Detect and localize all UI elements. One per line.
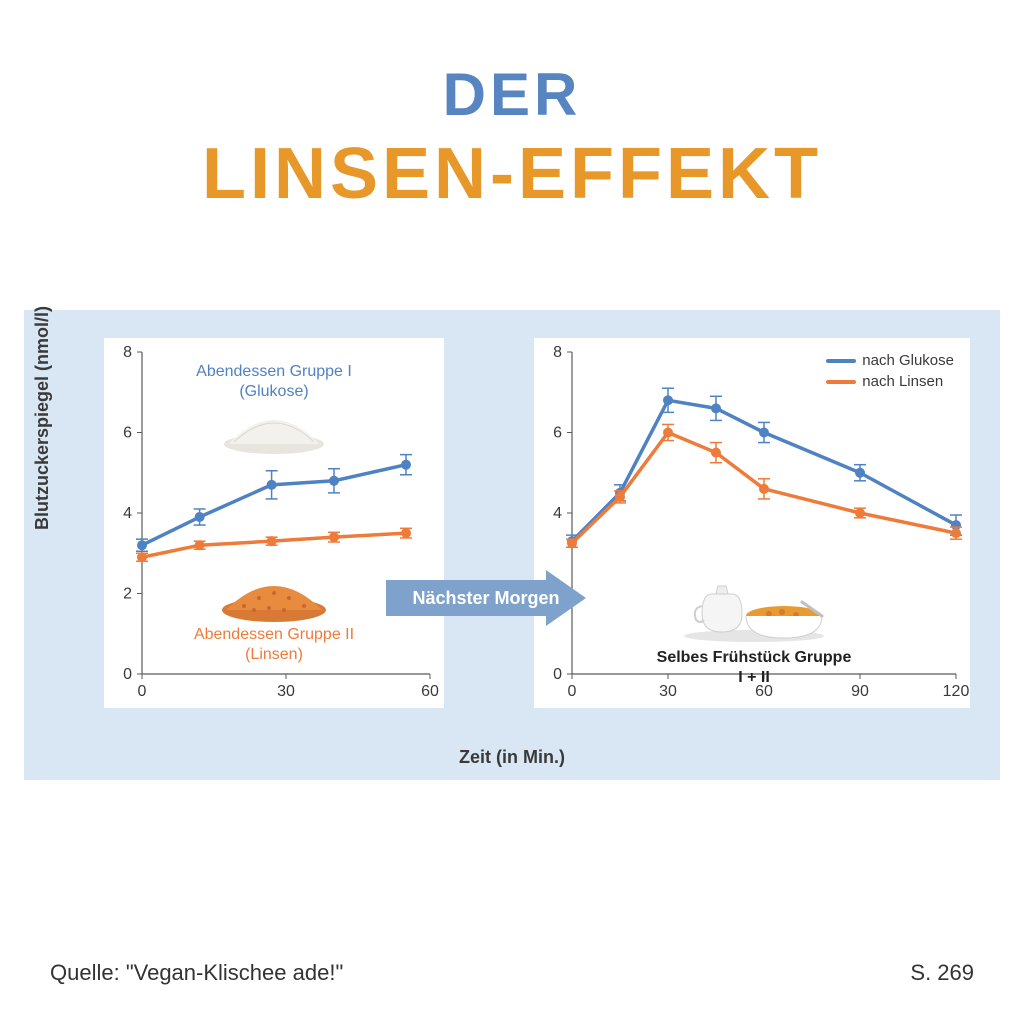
legend-glucose: nach Glukose [826,352,954,369]
title-block: DER LINSEN-EFFEKT [0,0,1024,215]
sugar-icon [214,404,334,454]
title-line1: DER [0,60,1024,129]
y-axis-label: Blutzuckerspiegel (nmol/l) [32,306,53,530]
svg-text:4: 4 [123,505,132,522]
arrow-next-morning: Nächster Morgen [386,570,586,626]
svg-text:0: 0 [123,666,132,683]
x-axis-label: Zeit (in Min.) [24,747,1000,768]
legend-lentils: nach Linsen [826,373,954,390]
breakfast-annotation: Selbes Frühstück Gruppe I + II [654,574,854,688]
lentils-icon [214,568,334,623]
left-top-annotation: Abendessen Gruppe I (Glukose) [174,362,374,454]
footer-source: Quelle: "Vegan-Klischee ade!" [50,960,343,986]
chart-container: Blutzuckerspiegel (nmol/l) 0246803060 Ab… [24,310,1000,780]
svg-text:4: 4 [553,505,562,522]
left-bottom-annotation: Abendessen Gruppe II (Linsen) [174,568,374,665]
footer-page: S. 269 [910,960,974,986]
svg-text:6: 6 [123,425,132,442]
right-chart-panel: 024680306090120 nach Glukose nach Linsen… [534,338,970,708]
arrow-label: Nächster Morgen [386,570,586,626]
svg-text:8: 8 [553,344,562,361]
left-chart-panel: 0 2 4 6 8 0 30 60 Abendessen Gruppe I (Glukose)… [104,338,444,708]
svg-text:2: 2 [123,586,132,603]
svg-text:60: 60 [421,683,439,700]
svg-text:30: 30 [277,683,295,700]
title-line2: LINSEN-EFFEKT [0,133,1024,215]
breakfast-icon [674,574,834,644]
svg-text:8: 8 [123,344,132,361]
svg-text:0: 0 [553,666,562,683]
svg-text:6: 6 [553,425,562,442]
chart-legend: nach Glukose nach Linsen [826,352,954,390]
svg-text:120: 120 [943,683,970,700]
svg-text:0: 0 [568,683,577,700]
svg-text:0: 0 [138,683,147,700]
